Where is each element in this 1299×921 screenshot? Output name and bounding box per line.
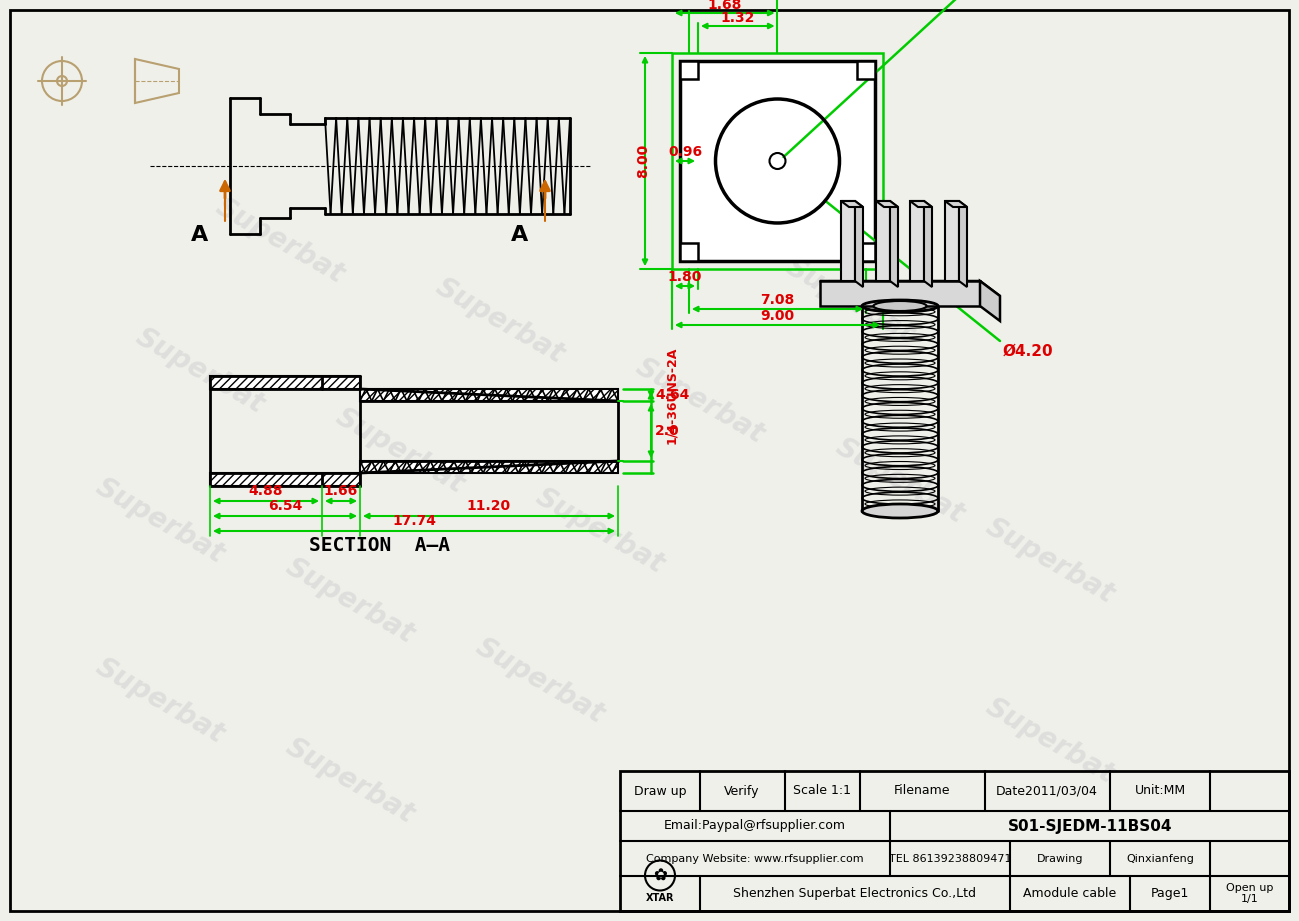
Polygon shape	[820, 281, 979, 306]
Polygon shape	[820, 281, 1000, 296]
Polygon shape	[959, 201, 966, 287]
Text: Superbat: Superbat	[470, 633, 609, 729]
Text: Superbat: Superbat	[830, 433, 969, 530]
Bar	[857, 61, 876, 79]
Text: Superbat: Superbat	[131, 323, 269, 419]
Bar	[210, 473, 360, 486]
Text: 1.80: 1.80	[668, 270, 703, 284]
Ellipse shape	[873, 301, 926, 311]
Bar	[672, 53, 883, 269]
Text: Ø4.20: Ø4.20	[1003, 344, 1053, 359]
Text: 4.64: 4.64	[655, 388, 690, 402]
Polygon shape	[944, 201, 966, 207]
Bar	[840, 201, 855, 281]
Text: Page1: Page1	[1151, 887, 1189, 900]
Polygon shape	[840, 201, 863, 207]
Text: 1/4-36UNS-2A: 1/4-36UNS-2A	[665, 346, 678, 444]
Text: Drawing: Drawing	[1037, 854, 1083, 864]
Bar	[857, 243, 876, 261]
Ellipse shape	[863, 504, 938, 518]
Text: Amodule cable: Amodule cable	[1024, 887, 1117, 900]
Text: Superbat: Superbat	[91, 653, 230, 749]
Text: A: A	[512, 225, 529, 245]
Bar	[620, 771, 1289, 911]
Text: 1.68: 1.68	[708, 0, 742, 12]
Bar	[360, 461, 618, 473]
Polygon shape	[855, 201, 863, 287]
Text: Filename: Filename	[894, 785, 951, 798]
Text: 11.20: 11.20	[466, 499, 511, 513]
Text: Verify: Verify	[725, 785, 760, 798]
Text: Superbat: Superbat	[431, 273, 569, 369]
Bar	[210, 376, 360, 389]
Text: Draw up: Draw up	[634, 785, 686, 798]
Text: ✿: ✿	[653, 867, 666, 884]
Polygon shape	[890, 201, 898, 287]
Polygon shape	[876, 201, 898, 207]
Bar	[911, 201, 924, 281]
Text: Company Website: www.rfsupplier.com: Company Website: www.rfsupplier.com	[646, 854, 864, 864]
Text: Superbat: Superbat	[981, 513, 1120, 609]
Bar	[876, 201, 890, 281]
Bar	[944, 201, 959, 281]
Text: SECTION  A–A: SECTION A–A	[309, 536, 451, 555]
Text: Unit:MM: Unit:MM	[1134, 785, 1186, 798]
Text: Superbat: Superbat	[210, 192, 349, 289]
Text: 0.96: 0.96	[668, 145, 701, 159]
Text: TEL 86139238809471: TEL 86139238809471	[889, 854, 1011, 864]
Text: Date2011/03/04: Date2011/03/04	[996, 785, 1098, 798]
Text: Superbat: Superbat	[281, 553, 420, 649]
Text: 4.88: 4.88	[248, 484, 283, 498]
Text: Superbat: Superbat	[981, 693, 1120, 789]
Text: Superbat: Superbat	[781, 253, 920, 349]
Text: 1.32: 1.32	[721, 11, 755, 25]
Text: Superbat: Superbat	[281, 733, 420, 829]
Text: Shenzhen Superbat Electronics Co.,Ltd: Shenzhen Superbat Electronics Co.,Ltd	[734, 887, 977, 900]
Bar	[679, 243, 698, 261]
Text: Email:Paypal@rfsupplier.com: Email:Paypal@rfsupplier.com	[664, 820, 846, 833]
Text: Superbat: Superbat	[531, 483, 669, 579]
Text: Qinxianfeng: Qinxianfeng	[1126, 854, 1194, 864]
Text: Open up
1/1: Open up 1/1	[1226, 882, 1274, 904]
Text: Superbat: Superbat	[630, 353, 769, 449]
Text: A: A	[191, 225, 209, 245]
Text: 7.08: 7.08	[760, 293, 795, 307]
Bar	[679, 61, 698, 79]
Bar	[360, 389, 618, 401]
Text: Superbat: Superbat	[331, 402, 469, 499]
Polygon shape	[924, 201, 931, 287]
Text: 8.00: 8.00	[637, 144, 650, 178]
Text: XTAR: XTAR	[646, 893, 674, 903]
Text: 2.0: 2.0	[655, 424, 679, 438]
Polygon shape	[979, 281, 1000, 321]
Text: 6.54: 6.54	[268, 499, 303, 513]
Polygon shape	[911, 201, 931, 207]
Text: 9.00: 9.00	[760, 309, 795, 323]
Text: S01-SJEDM-11BS04: S01-SJEDM-11BS04	[1008, 819, 1172, 834]
Text: 1.66: 1.66	[323, 484, 359, 498]
Bar	[679, 61, 876, 261]
Text: Superbat: Superbat	[91, 472, 230, 569]
Text: Scale 1:1: Scale 1:1	[792, 785, 851, 798]
Text: 17.74: 17.74	[392, 514, 436, 528]
